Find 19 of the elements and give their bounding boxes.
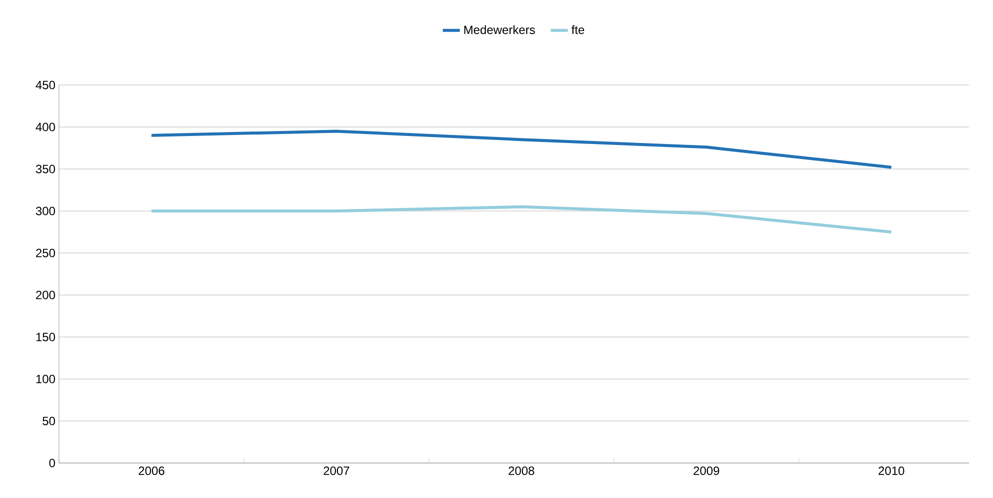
- legend-label: fte: [572, 25, 584, 34]
- line-series: [150, 205, 893, 234]
- y-tick-label: 150: [36, 332, 56, 342]
- y-tick-label: 400: [36, 122, 56, 132]
- x-tick-label: 2009: [694, 466, 720, 476]
- y-tick-label: 100: [36, 374, 56, 384]
- y-tick-label: 350: [36, 164, 56, 174]
- x-tick-label: 2006: [138, 466, 164, 476]
- y-tick-label: 50: [42, 416, 56, 426]
- y-tick-label: 200: [36, 290, 56, 300]
- x-tick-label: 2008: [508, 466, 534, 476]
- y-tick-label: 450: [36, 80, 56, 90]
- y-tick-label: 0: [49, 458, 56, 468]
- x-tick-label: 2007: [324, 466, 350, 476]
- x-tick-label: 2010: [878, 466, 904, 476]
- line-series: [150, 130, 893, 169]
- y-tick-label: 300: [36, 206, 56, 216]
- y-tick-label: 250: [36, 248, 56, 258]
- legend-label: Medewerkers: [464, 25, 535, 34]
